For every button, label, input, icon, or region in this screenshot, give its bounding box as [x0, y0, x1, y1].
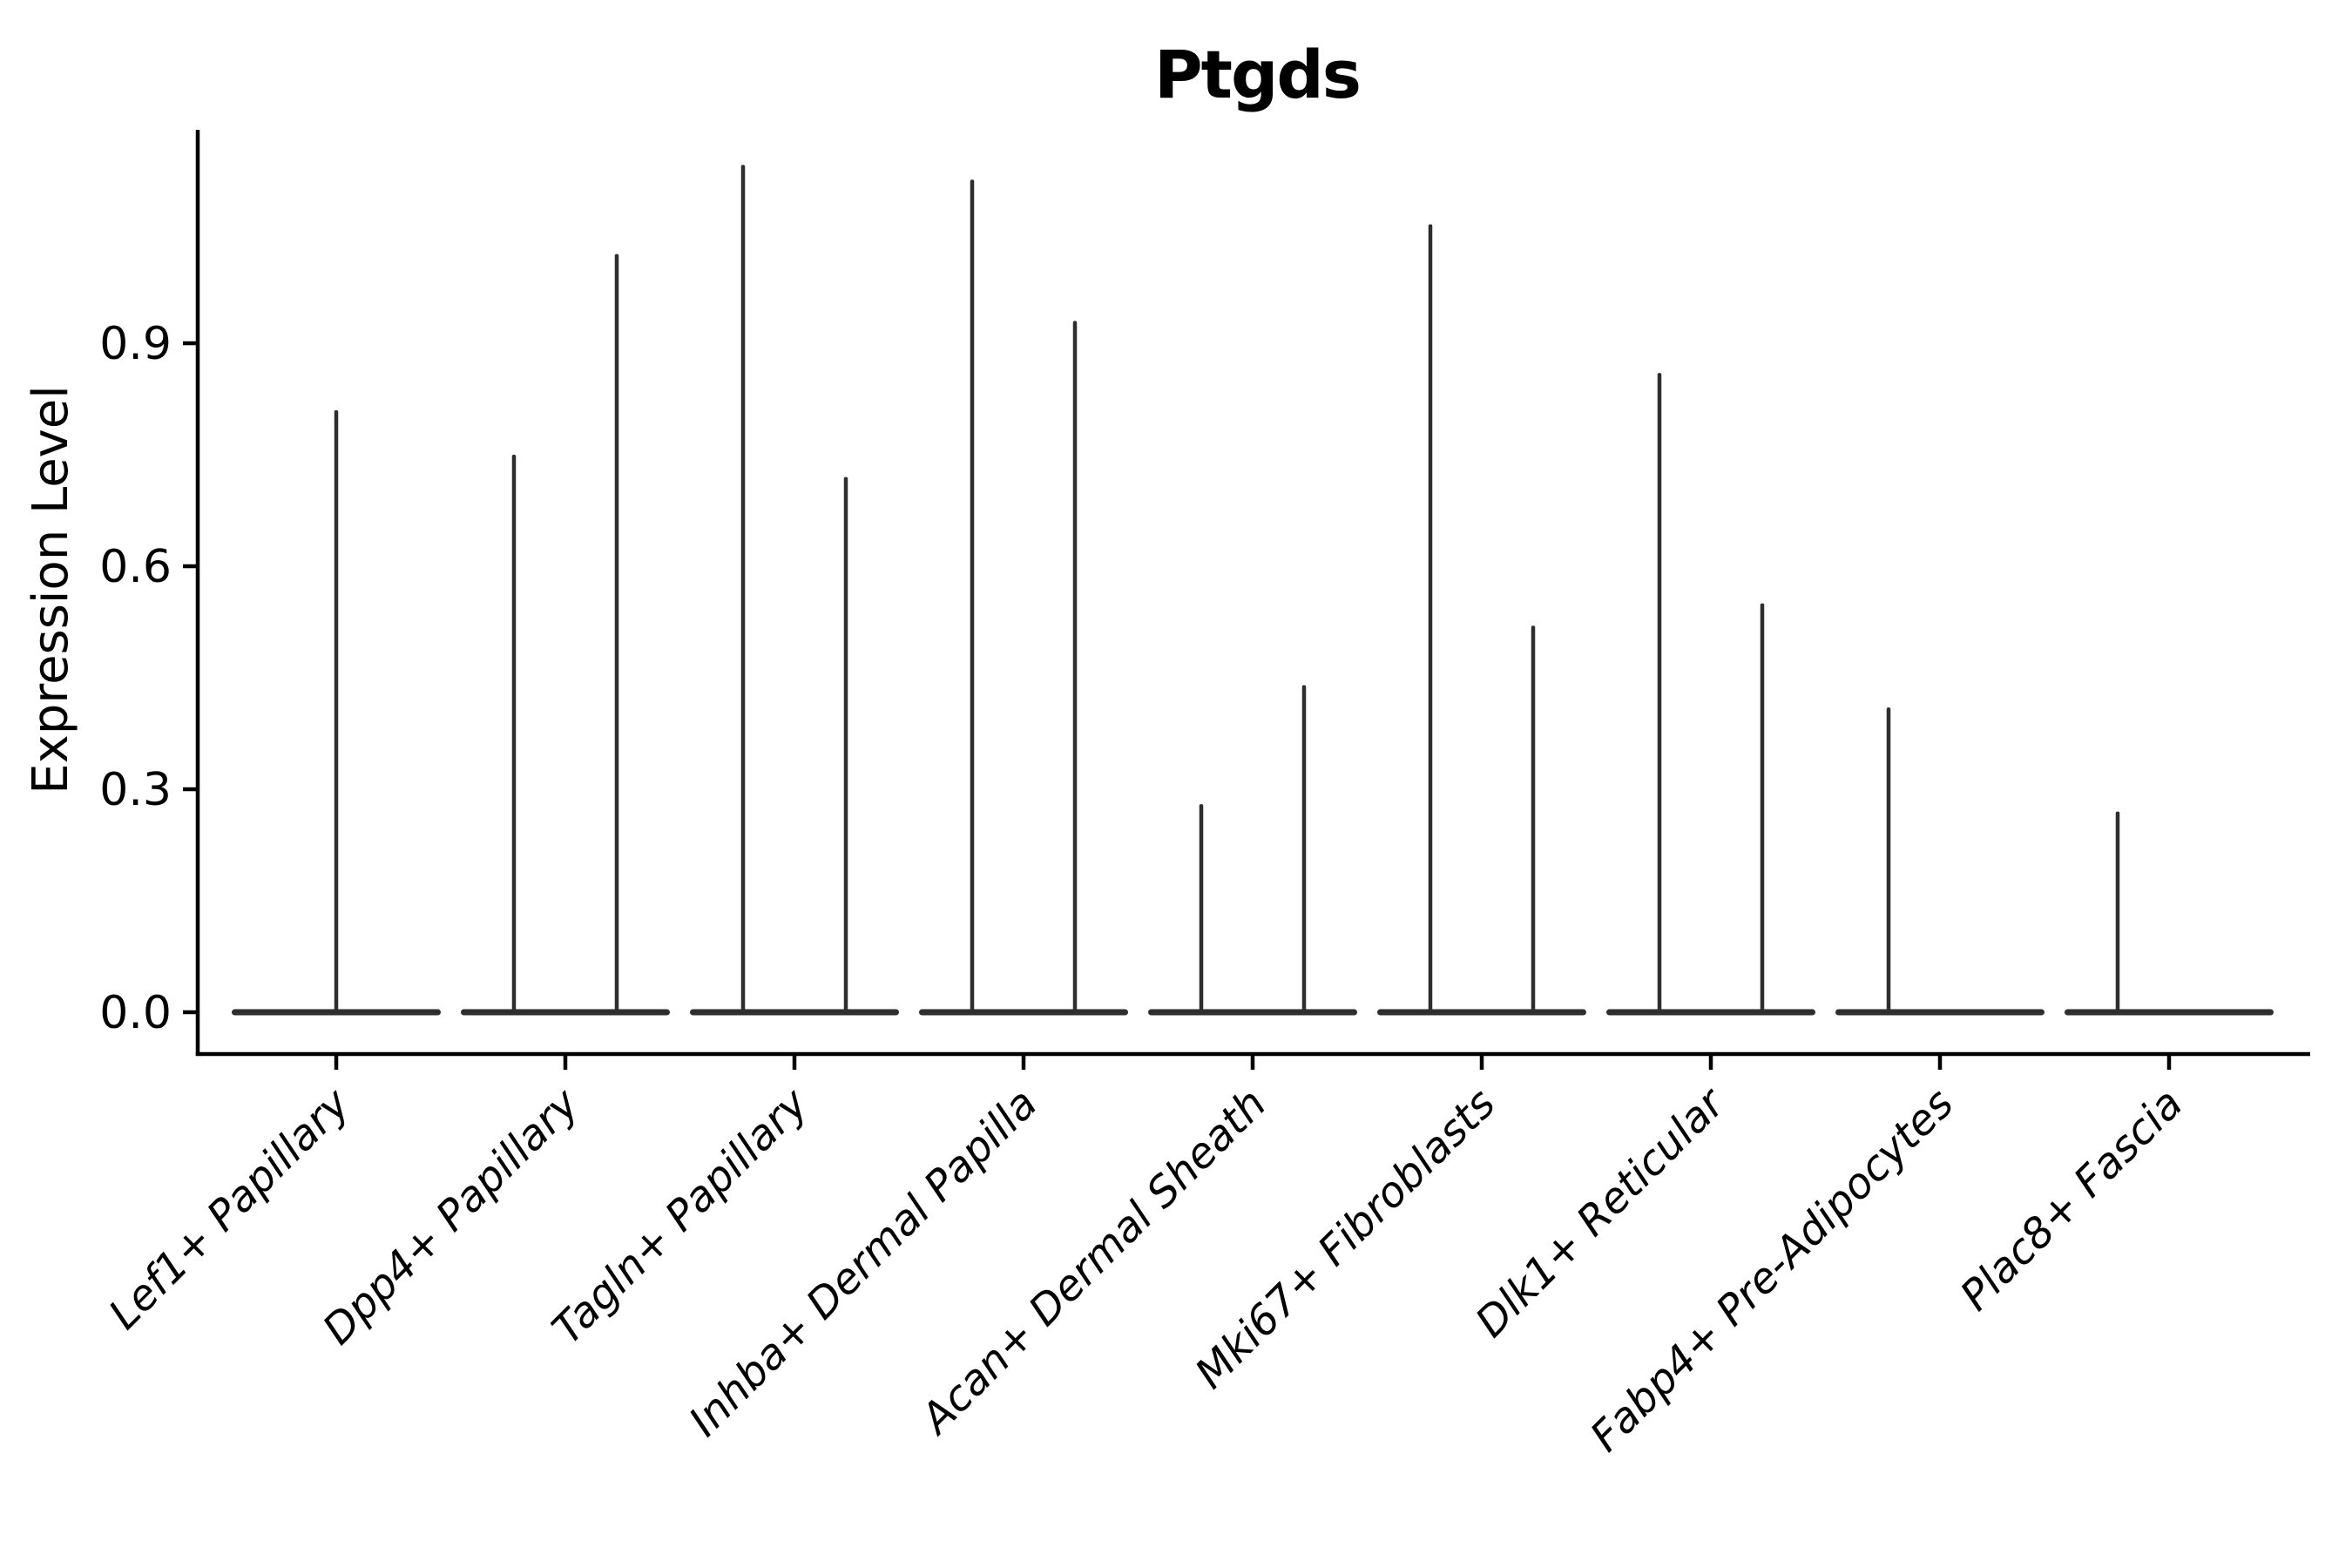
violin-spike — [1886, 707, 1891, 1014]
violin-spike — [614, 253, 619, 1014]
violin-body — [690, 1009, 899, 1016]
violin-body — [919, 1009, 1128, 1016]
violin-spike — [740, 165, 746, 1014]
violin-category — [1377, 224, 1586, 1016]
violin-spike — [511, 455, 517, 1014]
violin-category — [232, 409, 441, 1016]
violin-spike — [1428, 224, 1433, 1014]
violin-spike — [1760, 603, 1765, 1014]
violin-body — [461, 1009, 670, 1016]
violin-spike — [1657, 373, 1662, 1014]
violin-body — [1835, 1009, 2044, 1016]
violin-body — [2065, 1009, 2274, 1016]
violin-category — [1606, 373, 1815, 1016]
y-tick-label: 0.0 — [99, 987, 172, 1039]
y-axis-label: Expression Level — [23, 385, 79, 794]
violin-spike — [970, 179, 975, 1014]
violin-category — [461, 253, 670, 1016]
violin-body — [1606, 1009, 1815, 1016]
violin-body — [1148, 1009, 1357, 1016]
y-tick-label: 0.9 — [99, 318, 172, 370]
y-tick-label: 0.3 — [99, 764, 172, 816]
plot-title: Ptgds — [1154, 36, 1360, 113]
violin-spike — [334, 409, 339, 1014]
violin-category — [2065, 811, 2274, 1016]
violin-spike — [1199, 804, 1204, 1014]
violins — [232, 165, 2274, 1016]
violin-spike — [1301, 685, 1307, 1014]
violin-category — [690, 165, 899, 1016]
violin-body — [1377, 1009, 1586, 1016]
violin-spike — [1072, 321, 1078, 1014]
violin-spike — [843, 476, 848, 1014]
violin-spike — [2115, 811, 2120, 1014]
violin-category — [919, 179, 1128, 1016]
y-axis-ticks: 0.0 0.3 0.6 0.9 — [99, 318, 197, 1039]
violin-category — [1148, 685, 1357, 1016]
violin-spike — [1531, 625, 1536, 1014]
violin-category — [1835, 707, 2044, 1016]
y-tick-label: 0.6 — [99, 541, 172, 593]
